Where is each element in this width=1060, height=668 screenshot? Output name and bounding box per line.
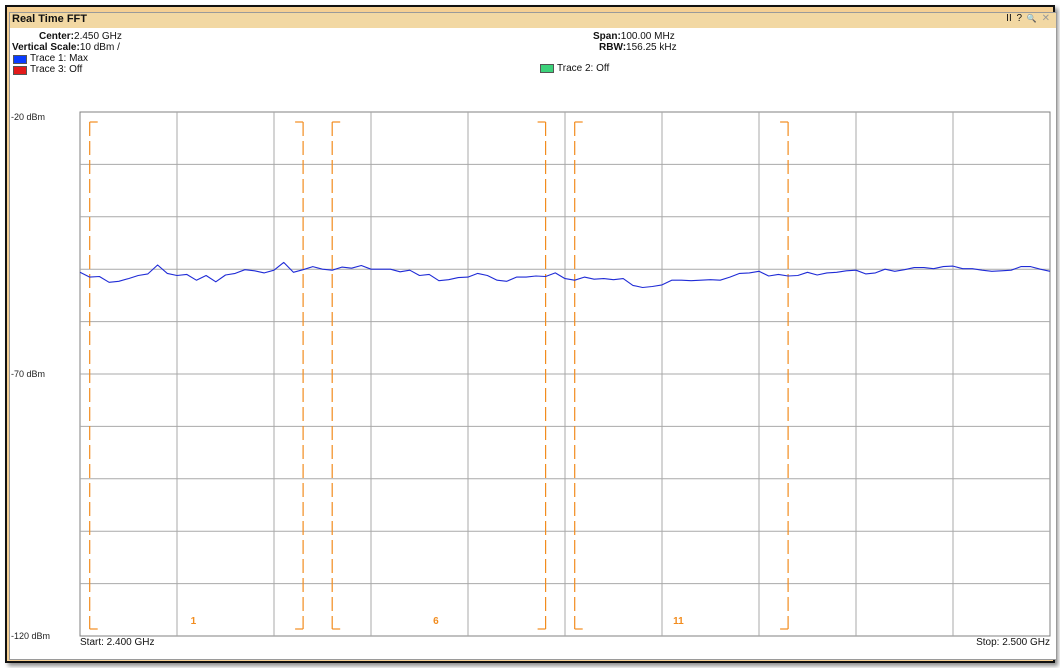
rbw-value: 156.25 kHz: [626, 42, 677, 53]
help-icon[interactable]: ?: [1016, 13, 1023, 24]
title-bar: Real Time FFT II ? 🔍 ✕: [10, 13, 1056, 28]
span-readout: Span:100.00 MHz: [593, 31, 675, 42]
vscale-label: Vertical Scale:: [12, 42, 80, 53]
trace3-swatch[interactable]: [13, 66, 27, 75]
channel-11-label: 11: [673, 616, 684, 627]
rbw-readout: RBW:156.25 kHz: [599, 42, 677, 53]
plot-footer: Start: 2.400 GHz Stop: 2.500 GHz: [10, 637, 1056, 651]
trace1-swatch[interactable]: [13, 55, 27, 64]
rbw-label: RBW:: [599, 42, 627, 53]
trace2-swatch[interactable]: [540, 64, 554, 73]
trace-1-line: [79, 261, 1051, 289]
pause-icon[interactable]: II: [1006, 13, 1012, 24]
y-tick-label: -20 dBm: [11, 112, 45, 122]
center-readout: Center:2.450 GHz: [39, 31, 122, 42]
trace2-legend[interactable]: Trace 2: Off: [557, 63, 610, 74]
rtfft-window: Real Time FFT II ? 🔍 ✕ Center:2.450 GHz …: [9, 12, 1057, 660]
center-label: Center:: [39, 31, 75, 42]
title-controls: II ? 🔍 ✕: [1004, 13, 1050, 24]
channel-6-label: 6: [433, 616, 439, 627]
y-tick-label: -70 dBm: [11, 369, 45, 379]
span-value: 100.00 MHz: [620, 31, 675, 42]
measurement-header: Center:2.450 GHz Vertical Scale:10 dBm /…: [10, 28, 1056, 116]
vscale-value: 10 dBm /: [79, 42, 120, 53]
trace3-legend[interactable]: Trace 3: Off: [30, 64, 83, 75]
window-title: Real Time FFT: [12, 13, 87, 25]
close-icon[interactable]: ✕: [1041, 13, 1050, 24]
span-label: Span:: [593, 31, 621, 42]
stop-frequency: Stop: 2.500 GHz: [976, 637, 1050, 648]
center-value: 2.450 GHz: [74, 31, 122, 42]
y-axis-labels: -20 dBm -70 dBm -120 dBm: [11, 112, 50, 641]
wifi-channel-markers: 1 6 11: [89, 121, 789, 630]
zoom-icon[interactable]: 🔍: [1026, 14, 1037, 23]
trace-layer: [79, 261, 1051, 289]
trace1-legend[interactable]: Trace 1: Max: [30, 53, 88, 64]
channel-1-label: 1: [191, 616, 197, 627]
vscale-readout: Vertical Scale:10 dBm /: [12, 42, 120, 53]
spectrum-plot[interactable]: 1 6 11 -20 dBm-70 dBm-120 dBm: [10, 106, 1058, 646]
plot-grid: [79, 111, 1051, 637]
start-frequency: Start: 2.400 GHz: [80, 637, 155, 648]
y-tick-label: -120 dBm: [11, 631, 50, 641]
